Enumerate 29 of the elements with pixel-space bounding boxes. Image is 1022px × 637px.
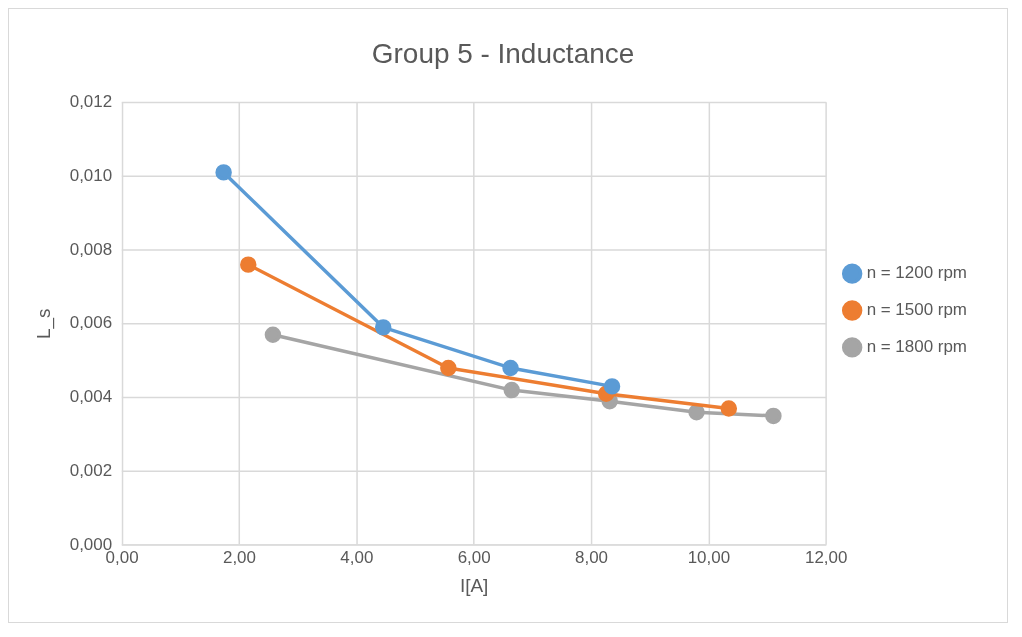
x-tick-label: 10,00 (687, 547, 731, 567)
point (720, 400, 738, 417)
chart-title: Group 5 - Inductance (371, 38, 635, 70)
legend-label: n = 1500 rpm (866, 300, 967, 320)
y-tick-label: 0,006 (69, 313, 113, 333)
y-tick-label: 0,002 (69, 460, 113, 480)
legend-label: n = 1200 rpm (866, 263, 967, 283)
point (440, 359, 457, 377)
point (264, 326, 282, 343)
point (765, 407, 782, 425)
y-tick-label: 0,010 (69, 165, 113, 185)
point (503, 381, 520, 399)
point (688, 404, 705, 421)
y-tick-label: 0,008 (69, 239, 113, 259)
x-tick-label: 2,00 (222, 547, 256, 567)
point (374, 319, 392, 336)
y-tick-label: 0,012 (69, 91, 113, 111)
y-tick-label: 0,004 (69, 387, 113, 407)
x-axis-title: I[A] (459, 574, 489, 596)
point (215, 164, 232, 181)
point (603, 378, 621, 395)
x-tick-label: 4,00 (340, 547, 374, 567)
legend-label: n = 1800 rpm (866, 337, 967, 357)
x-tick-label: 12,00 (805, 547, 848, 567)
x-tick-label: 6,00 (457, 547, 491, 567)
point (240, 256, 257, 273)
point (502, 359, 519, 377)
x-tick-label: 8,00 (575, 547, 609, 567)
y-axis-title: L_s (32, 308, 55, 339)
